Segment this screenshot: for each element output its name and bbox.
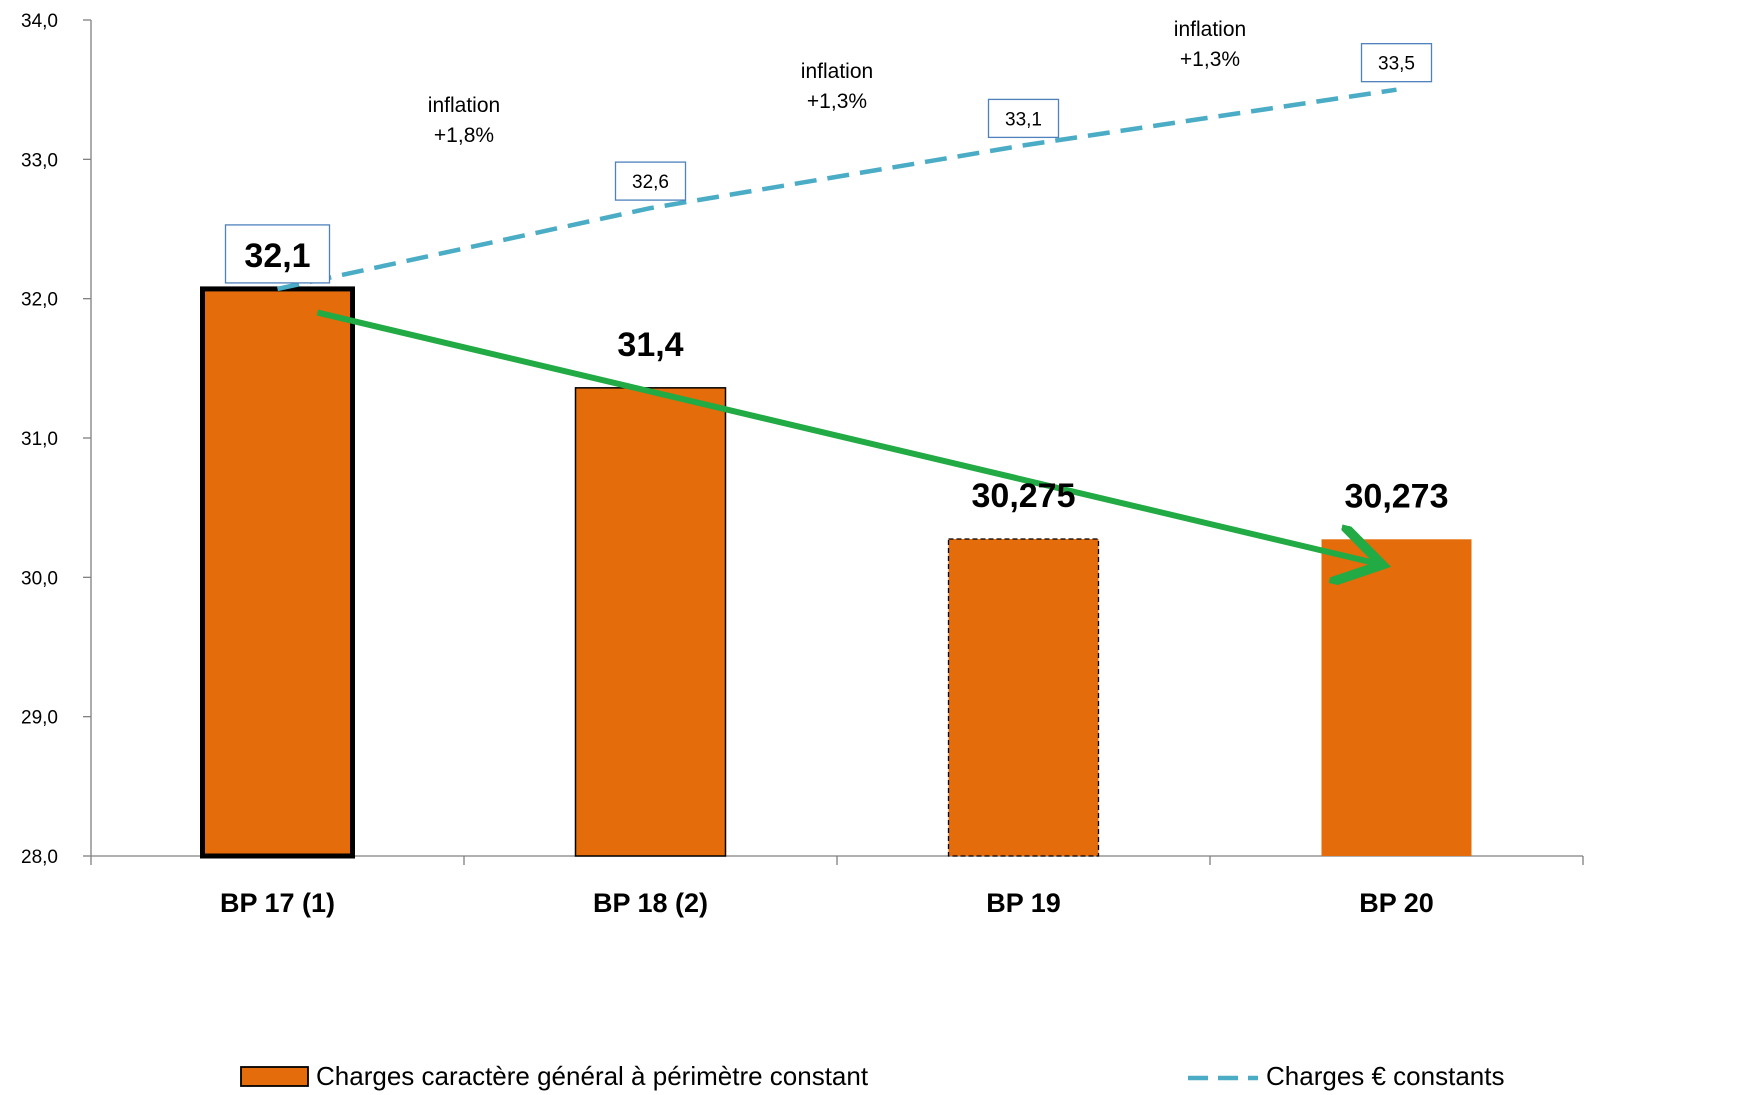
bar xyxy=(947,538,1100,857)
bar-value-label: 32,1 xyxy=(244,237,310,275)
bar xyxy=(200,286,355,859)
x-tick-label: BP 17 (1) xyxy=(220,888,335,918)
bar-label-box xyxy=(224,224,331,284)
line-label-box xyxy=(1360,43,1433,83)
y-tick-label: 28,0 xyxy=(21,847,58,868)
inflation-annotation: inflation xyxy=(428,94,500,117)
bar-value-label: 30,275 xyxy=(972,477,1076,515)
line-label-box xyxy=(614,161,687,201)
inflation-annotation-value: +1,8% xyxy=(434,124,494,147)
bar-value-label: 31,4 xyxy=(617,326,683,364)
bar-value-label: 30,273 xyxy=(1345,477,1449,515)
y-tick-label: 30,0 xyxy=(21,568,58,589)
line-value-label: 33,1 xyxy=(1005,109,1042,130)
trend-arrow xyxy=(316,309,1377,564)
bar xyxy=(1321,539,1472,856)
legend-label-bars: Charges caractère général à périmètre co… xyxy=(316,1061,869,1091)
y-tick-label: 34,0 xyxy=(21,11,58,32)
inflation-annotation: inflation xyxy=(1174,18,1246,41)
x-tick-label: BP 18 (2) xyxy=(593,888,708,918)
line-value-label: 32,6 xyxy=(632,172,669,193)
inflation-annotation-value: +1,3% xyxy=(807,90,867,113)
line-value-label: 33,5 xyxy=(1378,54,1415,75)
x-tick-label: BP 19 xyxy=(986,888,1061,918)
y-tick-label: 29,0 xyxy=(21,708,58,729)
y-tick-label: 32,0 xyxy=(21,290,58,311)
x-tick-label: BP 20 xyxy=(1359,888,1434,918)
bar xyxy=(574,387,727,857)
y-tick-label: 31,0 xyxy=(21,429,58,450)
line-label-box xyxy=(987,98,1060,139)
line-series-charges-constants xyxy=(277,87,1397,292)
y-tick-label: 33,0 xyxy=(21,150,58,171)
inflation-annotation: inflation xyxy=(801,60,873,83)
legend-label-line: Charges € constants xyxy=(1266,1061,1504,1091)
legend-swatch-bars xyxy=(240,1066,309,1087)
inflation-annotation-value: +1,3% xyxy=(1180,48,1240,71)
